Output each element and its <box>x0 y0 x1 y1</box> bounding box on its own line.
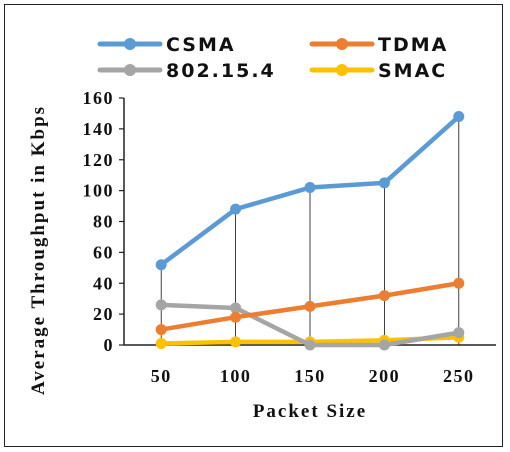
y-tick-label: 160 <box>83 88 115 108</box>
legend-item: SMAC <box>309 60 447 82</box>
data-point <box>230 336 242 348</box>
legend-item: 802.15.4 <box>97 60 276 82</box>
series-802-15-4 <box>155 299 465 351</box>
legend: CSMA TDMA 802.15.4 SMAC <box>97 34 448 82</box>
x-tick-label: 150 <box>294 366 326 386</box>
y-tick-label: 0 <box>104 335 115 355</box>
data-point <box>155 259 167 271</box>
y-axis-ticks: 0 20 40 60 80 100 120 140 160 <box>83 88 124 355</box>
legend-label: SMAC <box>378 60 447 82</box>
data-point <box>453 111 465 123</box>
data-point <box>378 177 390 189</box>
data-point <box>230 311 242 323</box>
data-point <box>230 302 242 314</box>
legend-swatch-marker <box>124 64 136 76</box>
data-point <box>378 290 390 302</box>
chart-frame <box>4 4 503 447</box>
legend-item: CSMA <box>97 34 236 56</box>
series-layer <box>155 111 465 351</box>
data-point <box>378 339 390 351</box>
y-tick-label: 120 <box>83 150 115 170</box>
legend-item: TDMA <box>309 34 448 56</box>
x-tick-label: 250 <box>443 366 475 386</box>
legend-label: 802.15.4 <box>166 60 276 82</box>
legend-swatch-marker <box>124 38 136 50</box>
y-tick-label: 60 <box>93 242 114 262</box>
series-tdma <box>155 277 465 336</box>
legend-label: CSMA <box>166 34 236 56</box>
y-tick-label: 20 <box>93 304 114 324</box>
legend-swatch-marker <box>336 38 348 50</box>
legend-label: TDMA <box>378 34 448 56</box>
x-axis-label: Packet Size <box>253 401 367 422</box>
y-tick-label: 80 <box>93 212 114 232</box>
data-point <box>304 339 316 351</box>
data-point <box>304 182 316 194</box>
y-tick-label: 100 <box>83 181 115 201</box>
data-point <box>155 299 167 311</box>
x-tick-label: 200 <box>369 366 401 386</box>
data-point <box>155 337 167 349</box>
y-tick-label: 40 <box>93 273 114 293</box>
y-tick-label: 140 <box>83 119 115 139</box>
y-axis-label: Average Throughput in Kbps <box>28 105 49 395</box>
data-point <box>453 327 465 339</box>
data-point <box>304 300 316 312</box>
data-point <box>453 277 465 289</box>
legend-swatch-marker <box>336 64 348 76</box>
x-axis-ticks: 50 100 150 200 250 <box>151 366 475 386</box>
x-tick-label: 100 <box>220 366 252 386</box>
series-csma <box>155 111 465 271</box>
data-point <box>155 324 167 336</box>
x-tick-label: 50 <box>151 366 172 386</box>
data-point <box>230 203 242 215</box>
